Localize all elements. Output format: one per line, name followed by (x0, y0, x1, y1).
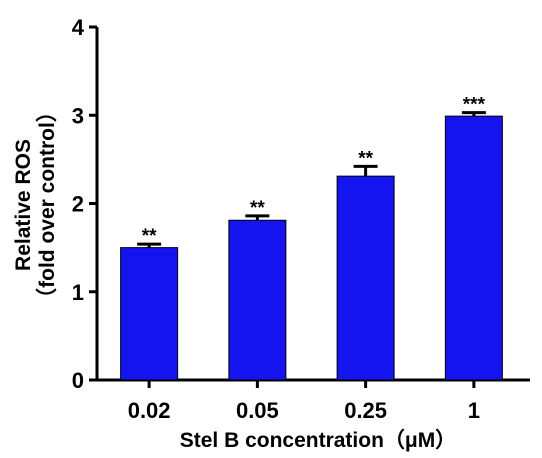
significance-label: ** (358, 148, 373, 169)
x-axis-ticks: 0.02 0.05 0.25 1 (128, 380, 480, 423)
y-tick-label: 4 (72, 15, 85, 40)
x-tick-label: 0.02 (128, 398, 171, 423)
x-tick-label: 1 (468, 398, 480, 423)
bar (228, 219, 287, 381)
x-tick-label: 0.05 (236, 398, 279, 423)
y-tick-label: 2 (72, 192, 84, 217)
significance-label: ** (250, 198, 265, 219)
bar (336, 175, 395, 381)
bar (120, 247, 179, 381)
y-axis-ticks: 0 1 2 3 4 (72, 15, 97, 393)
y-tick-label: 1 (72, 280, 84, 305)
y-tick-label: 0 (72, 368, 84, 393)
y-axis-title: Relative ROS (12, 139, 35, 271)
bars-group: ********* (120, 95, 503, 381)
y-axis-title-line2: （fold over control） (35, 101, 59, 309)
y-tick-label: 3 (72, 103, 84, 128)
bar (444, 115, 503, 381)
significance-label: *** (463, 95, 486, 116)
x-axis-title: Stel B concentration（μM） (180, 428, 457, 452)
x-tick-label: 0.25 (344, 398, 387, 423)
significance-label: ** (142, 226, 157, 247)
